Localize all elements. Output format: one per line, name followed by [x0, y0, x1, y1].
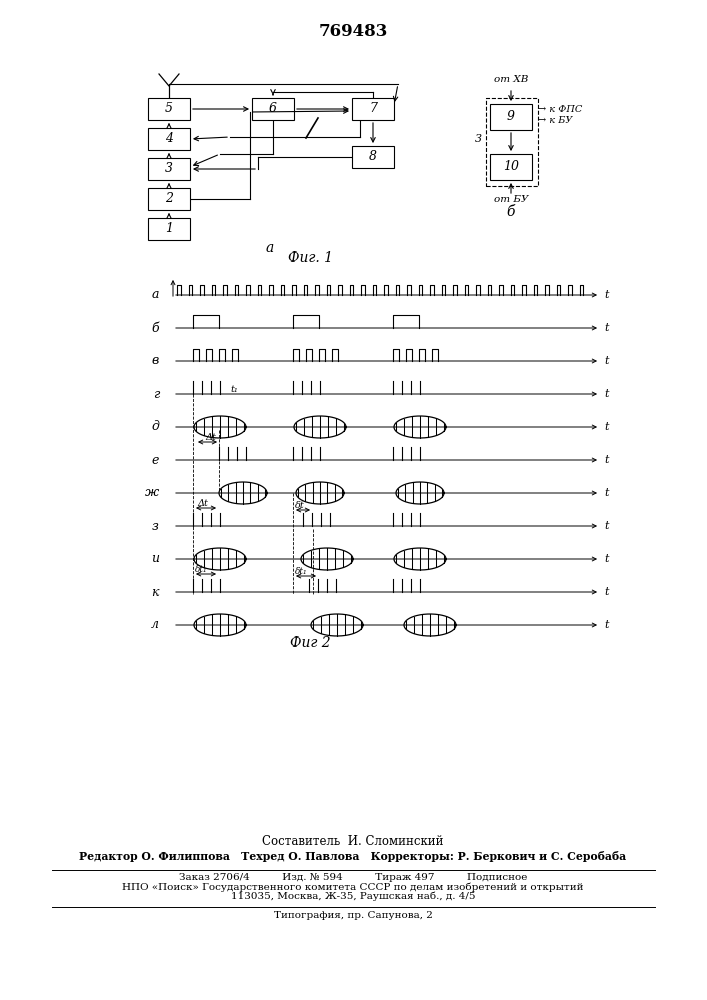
Text: Типография, пр. Сапунова, 2: Типография, пр. Сапунова, 2: [274, 911, 433, 920]
Text: Фиг 2: Фиг 2: [290, 636, 330, 650]
Text: 113035, Москва, Ж-35, Раушская наб., д. 4/5: 113035, Москва, Ж-35, Раушская наб., д. …: [230, 892, 475, 901]
Bar: [252, 98, 294, 120]
Text: Заказ 2706/4          Изд. № 594          Тираж 497          Подписное: Заказ 2706/4 Изд. № 594 Тираж 497 Подпис…: [179, 873, 527, 882]
Text: t: t: [604, 488, 609, 498]
Text: 5: 5: [165, 103, 173, 115]
Text: е: е: [151, 454, 159, 466]
Bar: [486, 98, 538, 186]
Text: t: t: [604, 389, 609, 399]
Bar: [148, 218, 190, 240]
Text: б: б: [507, 205, 515, 219]
Text: t: t: [604, 356, 609, 366]
Text: Фиг. 1: Фиг. 1: [288, 251, 332, 265]
Text: t₁: t₁: [230, 385, 238, 394]
Text: t: t: [604, 587, 609, 597]
Bar: [148, 188, 190, 210]
Bar: [352, 98, 394, 120]
Text: в: в: [152, 355, 159, 367]
Text: t: t: [604, 620, 609, 630]
Text: 9: 9: [507, 110, 515, 123]
Text: δt₁: δt₁: [295, 567, 308, 576]
Text: → к БУ: → к БУ: [538, 116, 573, 125]
Text: t: t: [604, 521, 609, 531]
Text: а: а: [151, 288, 159, 302]
Text: δt₁: δt₁: [195, 565, 208, 574]
Text: Редактор О. Филиппова   Техред О. Павлова   Корректоры: Р. Беркович и С. Серобаб: Редактор О. Филиппова Техред О. Павлова …: [79, 851, 626, 862]
Text: 3: 3: [165, 162, 173, 176]
Text: t: t: [604, 455, 609, 465]
Text: 2: 2: [165, 192, 173, 206]
Bar: [148, 128, 190, 150]
Text: от БУ: от БУ: [493, 195, 528, 204]
Text: а: а: [266, 241, 274, 255]
Text: → к ФПС: → к ФПС: [538, 105, 583, 114]
Bar: [352, 146, 394, 168]
Text: 7: 7: [369, 103, 377, 115]
Text: Составитель  И. Сломинский: Составитель И. Сломинский: [262, 835, 444, 848]
Text: t: t: [604, 422, 609, 432]
Text: δt: δt: [295, 501, 305, 510]
Text: л: л: [151, 618, 159, 632]
Text: 1: 1: [165, 223, 173, 235]
Text: б: б: [151, 322, 159, 334]
Text: 6: 6: [269, 103, 277, 115]
Text: НПО «Поиск» Государственного комитета СССР по делам изобретений и открытий: НПО «Поиск» Государственного комитета СС…: [122, 882, 584, 892]
Text: от ХВ: от ХВ: [493, 75, 528, 84]
Text: и: и: [151, 552, 159, 566]
Text: з: з: [152, 520, 159, 532]
Text: к: к: [151, 585, 159, 598]
Text: t: t: [604, 323, 609, 333]
Text: д: д: [151, 420, 159, 434]
Bar: [148, 158, 190, 180]
Bar: [490, 104, 532, 130]
Text: Δt: Δt: [197, 499, 208, 508]
Text: 10: 10: [503, 160, 519, 174]
Text: Δt: Δt: [206, 433, 216, 442]
Text: г: г: [153, 387, 159, 400]
Text: ж: ж: [145, 487, 159, 499]
Text: t: t: [604, 554, 609, 564]
Text: t: t: [604, 290, 609, 300]
Text: 3: 3: [475, 134, 482, 144]
Text: 8: 8: [369, 150, 377, 163]
Text: 769483: 769483: [318, 23, 387, 40]
Bar: [148, 98, 190, 120]
Text: 4: 4: [165, 132, 173, 145]
Bar: [490, 154, 532, 180]
